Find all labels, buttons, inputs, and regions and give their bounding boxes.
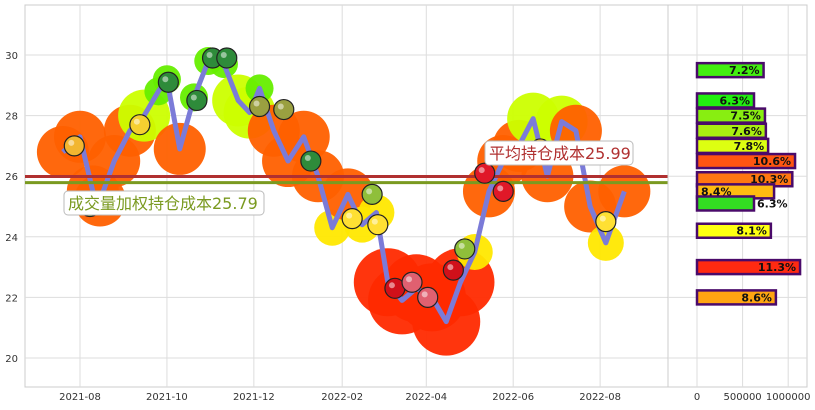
fruit-marker-icon xyxy=(341,208,363,230)
fruit-marker-highlight xyxy=(371,218,378,225)
fruit-marker-highlight xyxy=(133,118,140,125)
fruit-marker-icon xyxy=(63,135,85,157)
volume-bar-label: 7.2% xyxy=(729,64,760,77)
fruit-marker-highlight xyxy=(497,185,504,192)
y-tick-label: 28 xyxy=(5,112,18,123)
fruit-marker-highlight xyxy=(599,215,606,222)
fruit-marker-icon xyxy=(492,180,514,202)
x-tick-label: 2021-10 xyxy=(146,392,188,403)
y-tick-label: 22 xyxy=(5,293,18,304)
x-tick-label: 2022-08 xyxy=(579,392,621,403)
x-tick-label: 2021-08 xyxy=(59,392,101,403)
volume-bar-label: 6.3% xyxy=(757,197,788,210)
volume-bar xyxy=(695,61,765,79)
fruit-marker-highlight xyxy=(447,264,454,271)
fruit-marker-highlight xyxy=(190,94,197,101)
fruit-marker-icon xyxy=(216,47,238,69)
fruit-marker-highlight xyxy=(458,242,465,249)
fruit-marker-highlight xyxy=(421,291,428,298)
fruit-marker-icon xyxy=(273,98,295,121)
fruit-marker-icon xyxy=(361,183,383,205)
cost-label-box xyxy=(63,190,265,216)
volume-bar-label: 10.3% xyxy=(750,173,788,186)
x-tick-label: 2022-02 xyxy=(321,392,363,403)
fruit-marker-highlight xyxy=(346,212,353,219)
cost-label: 成交量加权持仓成本25.79 xyxy=(68,194,258,213)
fruit-marker-icon xyxy=(442,259,464,281)
volume-bar-label: 11.3% xyxy=(758,261,796,274)
fruit-marker-highlight xyxy=(304,155,311,162)
price-line xyxy=(61,58,627,325)
fruit-marker-icon xyxy=(186,89,208,112)
x-tick-label: 1000000 xyxy=(766,392,811,403)
fruit-marker-icon xyxy=(248,95,271,118)
fruit-marker-icon xyxy=(595,211,617,233)
volume-bar-label: 7.6% xyxy=(731,125,762,138)
fruit-marker-highlight xyxy=(388,282,395,289)
volume-bar xyxy=(695,152,797,170)
fruit-marker-icon xyxy=(157,71,179,93)
y-tick-label: 20 xyxy=(5,354,18,365)
fruit-marker-highlight xyxy=(253,100,260,107)
y-tick-label: 24 xyxy=(5,233,18,244)
volume-bar xyxy=(695,195,756,212)
fruit-marker-icon xyxy=(401,271,423,293)
fruit-marker-highlight xyxy=(220,52,227,59)
fruit-marker-icon xyxy=(300,150,322,172)
volume-bar-label: 8.4% xyxy=(701,185,732,198)
fruit-marker-icon xyxy=(454,238,476,260)
fruit-marker-highlight xyxy=(366,188,373,195)
x-tick-label: 2022-04 xyxy=(405,392,447,403)
cost-label: 平均持仓成本25.99 xyxy=(489,144,631,163)
fruit-marker-highlight xyxy=(277,103,284,110)
cost-label-box xyxy=(484,140,634,166)
fruit-marker-icon xyxy=(367,214,389,236)
y-tick-label: 30 xyxy=(5,51,18,62)
volume-bar xyxy=(695,258,802,276)
volume-bar-label: 6.3% xyxy=(719,94,750,107)
fruit-marker-highlight xyxy=(68,139,75,146)
volume-bar-label: 7.8% xyxy=(734,140,765,153)
fruit-marker-highlight xyxy=(162,76,169,83)
y-tick-label: 26 xyxy=(5,172,18,183)
volume-bar-label: 8.1% xyxy=(736,225,767,238)
fruit-marker-icon xyxy=(474,162,496,184)
fruit-marker-highlight xyxy=(206,52,213,59)
fruit-marker-highlight xyxy=(478,167,485,174)
volume-bar xyxy=(695,222,773,239)
fruit-marker-icon xyxy=(129,114,151,136)
volume-bar-label: 8.6% xyxy=(741,291,772,304)
fruit-marker-highlight xyxy=(406,276,413,283)
volume-bar-label: 10.6% xyxy=(753,155,791,168)
x-tick-label: 0 xyxy=(694,392,700,403)
x-tick-label: 500000 xyxy=(724,392,762,403)
fruit-marker-icon xyxy=(417,286,439,308)
x-tick-label: 2021-12 xyxy=(233,392,275,403)
x-tick-label: 2022-06 xyxy=(492,392,534,403)
volume-bar xyxy=(695,289,778,306)
volume-bar-label: 7.5% xyxy=(730,110,761,123)
